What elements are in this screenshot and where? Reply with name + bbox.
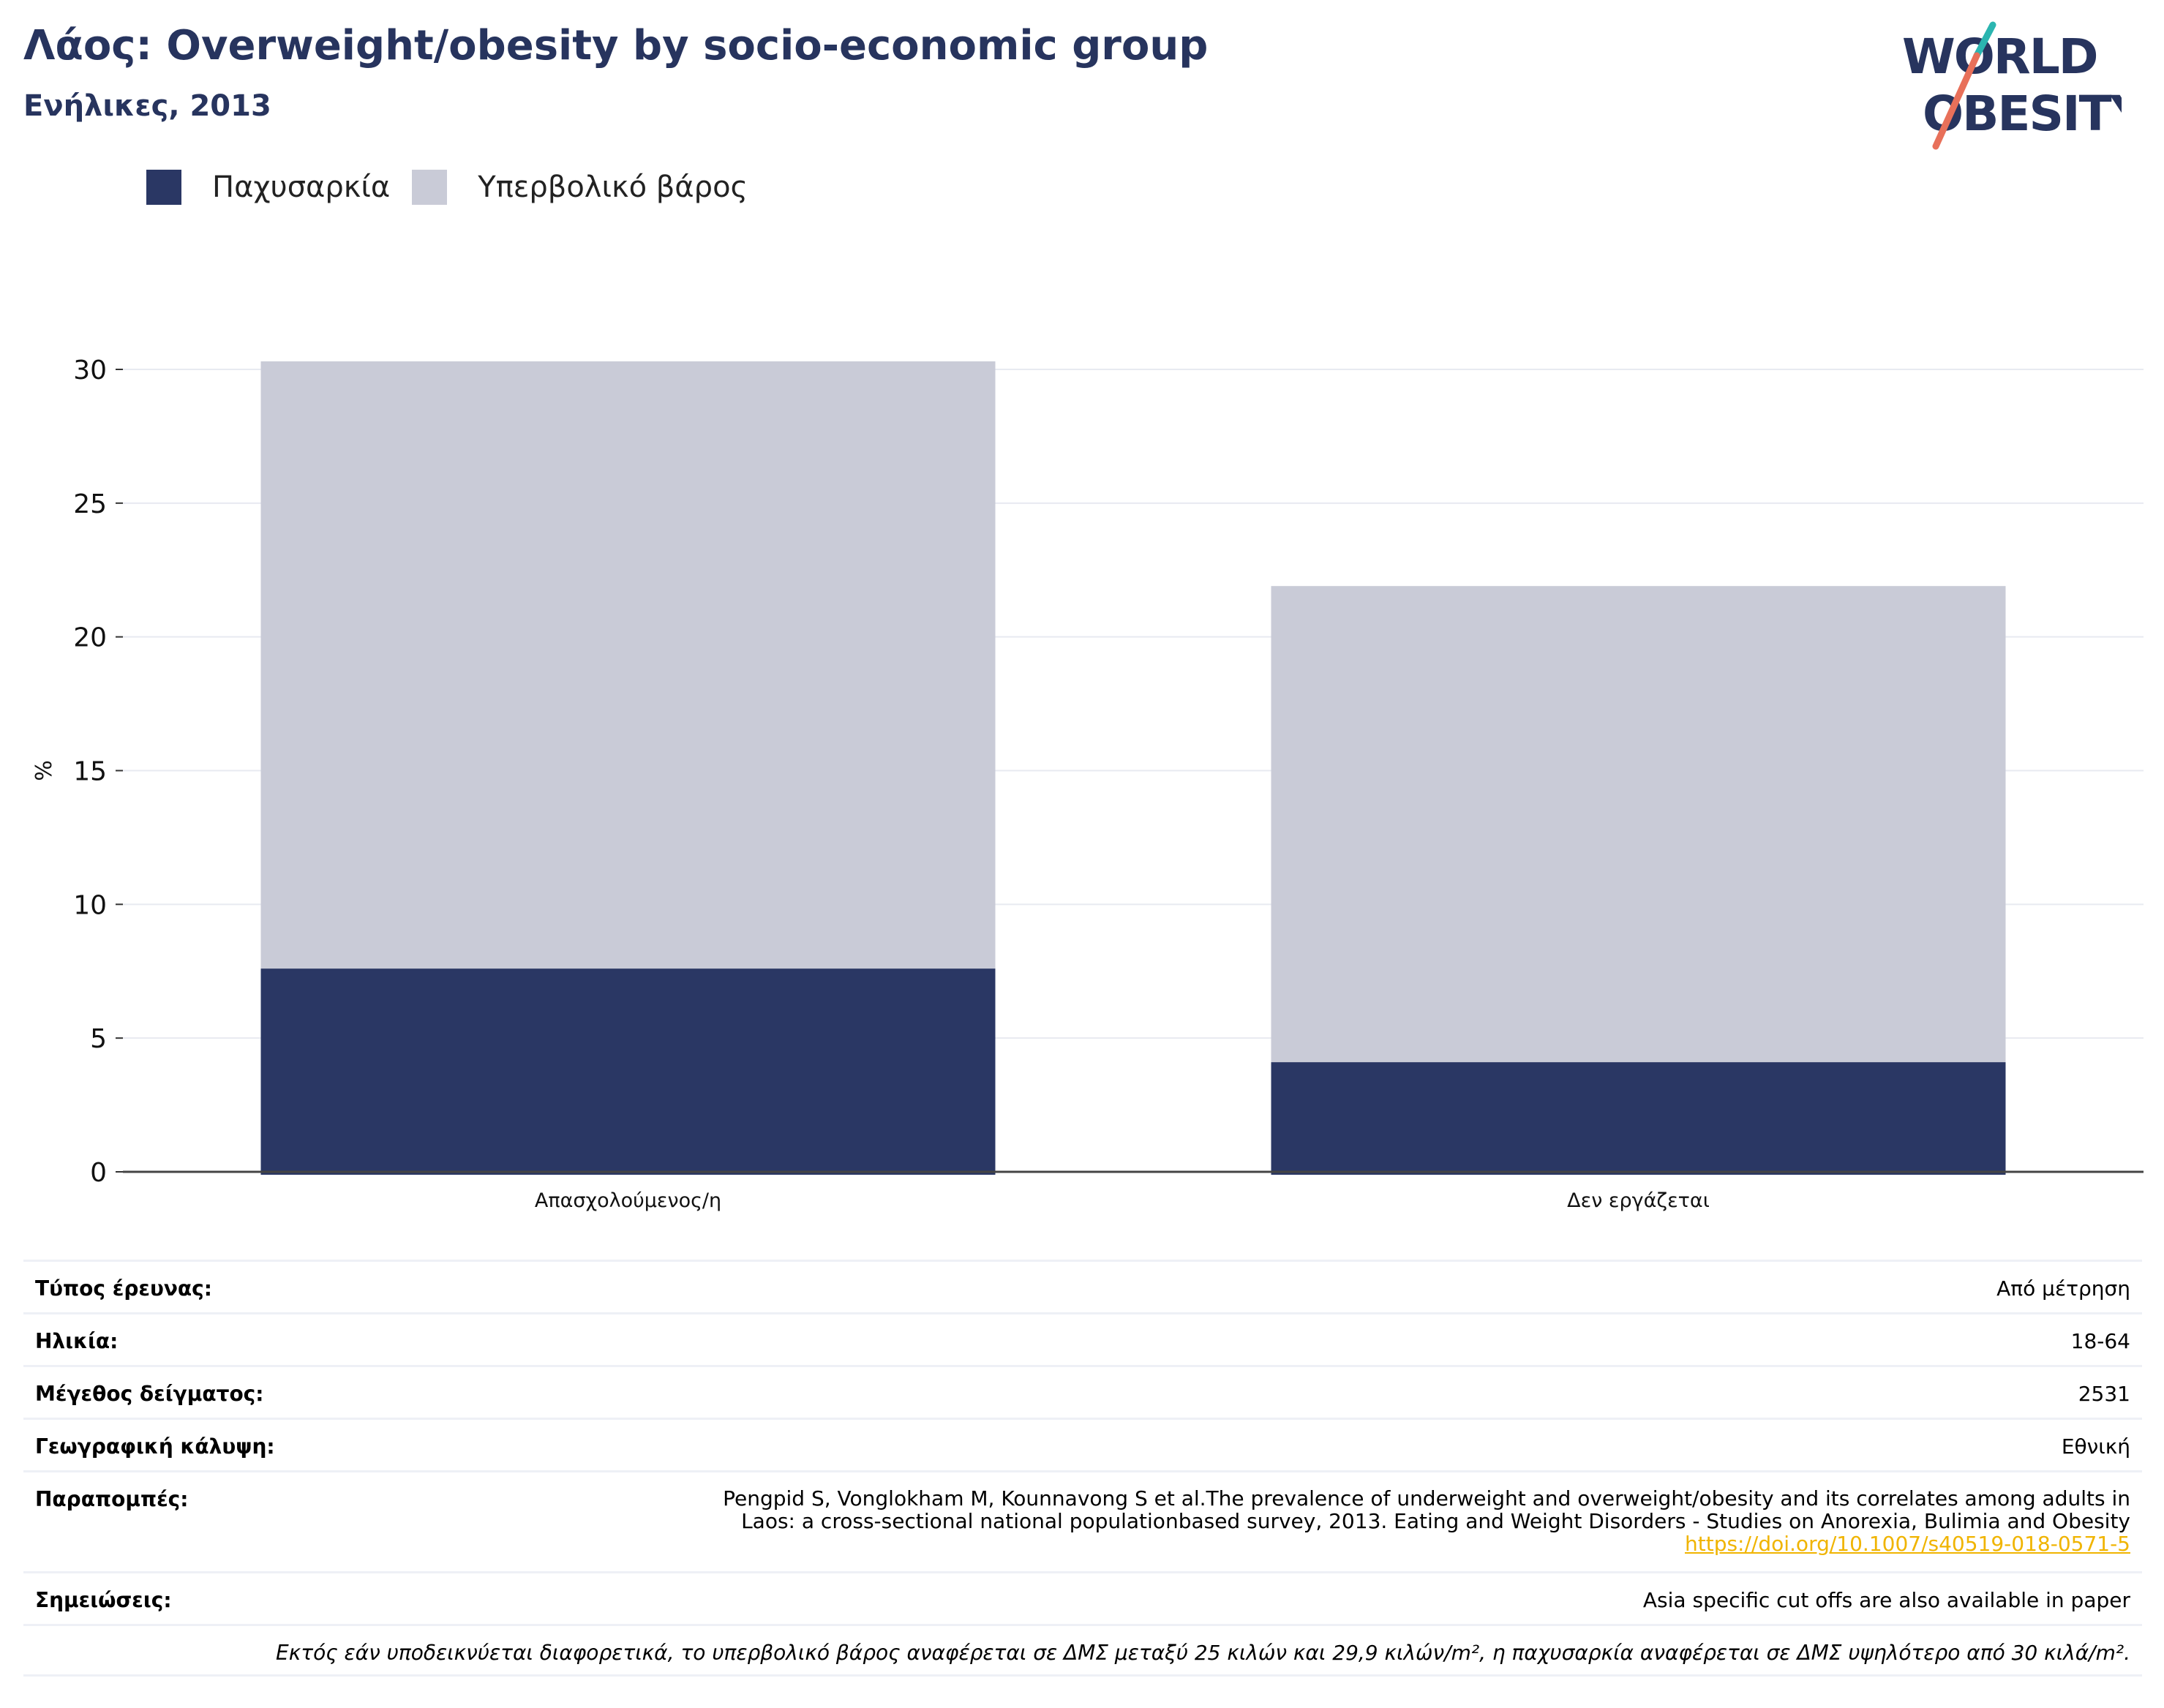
age-row: Ηλικία: 18-64 — [23, 1312, 2142, 1365]
notes-label: Σημειώσεις: — [35, 1588, 172, 1612]
logo-slash-top — [1973, 21, 1996, 59]
y-tick-label: 25 — [73, 489, 107, 519]
y-tick-label: 5 — [90, 1024, 107, 1054]
y-tick-label: 15 — [73, 757, 107, 787]
reference-line-2: Laos: a cross-sectional national populat… — [741, 1509, 2130, 1533]
y-axis-label: % — [31, 760, 57, 781]
references-row: Παραπομπές: Pengpid S, Vonglokham M, Kou… — [23, 1470, 2142, 1571]
reference-line-1: Pengpid S, Vonglokham M, Kounnavong S et… — [723, 1486, 2130, 1511]
legend-label-obesity: Παχυσαρκία — [212, 170, 391, 204]
logo-slash-bottom — [1932, 52, 1980, 150]
x-tick-label: Δεν εργάζεται — [1567, 1189, 1710, 1212]
y-tick-label: 10 — [73, 890, 107, 920]
footnote-row: Εκτός εάν υποδεικνύεται διαφορετικά, το … — [23, 1624, 2142, 1677]
y-tick-label: 20 — [73, 623, 107, 653]
bar-chart: 0 5 10 15 20 25 30% Απασχολούμενος/η Δεν εργάζετ… — [31, 355, 2144, 1212]
survey-type-label: Τύπος έρευνας: — [35, 1276, 212, 1301]
x-tick-label: Απασχολούμενος/η — [535, 1189, 721, 1212]
y-tick-label: 0 — [90, 1158, 107, 1188]
logo-line-1: WORLD — [1902, 29, 2097, 85]
age-value: 18-64 — [2070, 1329, 2130, 1353]
age-label: Ηλικία: — [35, 1329, 119, 1353]
page-subtitle: Ενήλικες, 2013 — [23, 89, 271, 123]
notes-value: Asia specific cut offs are also availabl… — [1642, 1588, 2130, 1612]
bar-segment — [260, 968, 996, 1175]
coverage-label: Γεωγραφική κάλυψη: — [35, 1434, 275, 1459]
coverage-value: Εθνική — [2061, 1434, 2130, 1459]
notes-row: Σημειώσεις: Asia specific cut offs are a… — [23, 1571, 2142, 1624]
sample-size-label: Μέγεθος δείγματος: — [35, 1382, 264, 1406]
bar-segment — [1271, 1062, 2006, 1175]
references-label: Παραπομπές: — [35, 1487, 189, 1511]
coverage-row: Γεωγραφική κάλυψη: Εθνική — [23, 1418, 2142, 1470]
legend-swatch-overweight — [412, 170, 448, 205]
bmi-footnote: Εκτός εάν υποδεικνύεται διαφορετικά, το … — [276, 1641, 2130, 1665]
y-tick-label: 30 — [73, 355, 107, 385]
sample-size-row: Μέγεθος δείγματος: 2531 — [23, 1365, 2142, 1418]
legend-item-obesity: Παχυσαρκία — [146, 170, 390, 205]
page-title: Λάος: Overweight/obesity by socio-econom… — [23, 22, 1209, 69]
bar-segment — [260, 361, 996, 969]
reference-doi-link[interactable]: https://doi.org/10.1007/s40519-018-0571-… — [1684, 1532, 2130, 1556]
legend-item-overweight: Υπερβολικό βάρος — [412, 170, 748, 205]
bar-segment — [1271, 586, 2006, 1063]
world-obesity-logo: WORLD OBESITY — [1902, 21, 2122, 150]
references-value: Pengpid S, Vonglokham M, Kounnavong S et… — [723, 1487, 2130, 1555]
survey-type-value: Από μέτρηση — [1996, 1276, 2130, 1301]
survey-details-table: Τύπος έρευνας: Από μέτρηση Ηλικία: 18-64… — [23, 1260, 2142, 1677]
chart-legend: Παχυσαρκία Υπερβολικό βάρος — [146, 167, 770, 208]
sample-size-value: 2531 — [2078, 1382, 2130, 1406]
legend-swatch-obesity — [146, 170, 181, 205]
survey-type-row: Τύπος έρευνας: Από μέτρηση — [23, 1260, 2142, 1312]
legend-label-overweight: Υπερβολικό βάρος — [478, 170, 748, 204]
